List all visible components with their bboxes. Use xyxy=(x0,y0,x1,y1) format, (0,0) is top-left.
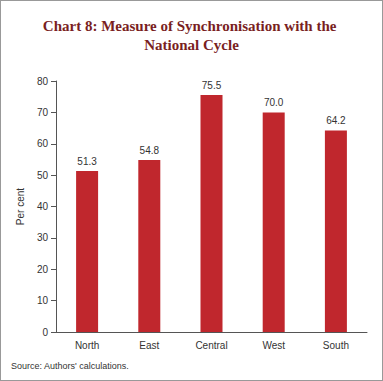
svg-text:South: South xyxy=(323,340,349,351)
svg-text:Source: Authors' calculations.: Source: Authors' calculations. xyxy=(11,361,129,371)
svg-text:North: North xyxy=(75,340,99,351)
svg-text:70: 70 xyxy=(37,107,49,118)
svg-text:20: 20 xyxy=(37,264,49,275)
svg-text:30: 30 xyxy=(37,232,49,243)
svg-text:National Cycle: National Cycle xyxy=(144,37,239,53)
svg-text:64.2: 64.2 xyxy=(326,115,346,126)
svg-text:Chart 8: Measure of Synchronis: Chart 8: Measure of Synchronisation with… xyxy=(43,18,340,34)
svg-text:60: 60 xyxy=(37,138,49,149)
svg-text:10: 10 xyxy=(37,295,49,306)
svg-text:Central: Central xyxy=(195,340,227,351)
svg-text:Per cent: Per cent xyxy=(15,188,26,225)
svg-text:West: West xyxy=(262,340,285,351)
svg-text:50: 50 xyxy=(37,170,49,181)
svg-text:0: 0 xyxy=(42,327,48,338)
svg-text:40: 40 xyxy=(37,201,49,212)
svg-text:54.8: 54.8 xyxy=(140,145,160,156)
svg-text:80: 80 xyxy=(37,76,49,87)
svg-text:75.5: 75.5 xyxy=(202,80,222,91)
svg-text:70.0: 70.0 xyxy=(264,97,284,108)
svg-text:51.3: 51.3 xyxy=(77,156,97,167)
svg-text:East: East xyxy=(139,340,159,351)
